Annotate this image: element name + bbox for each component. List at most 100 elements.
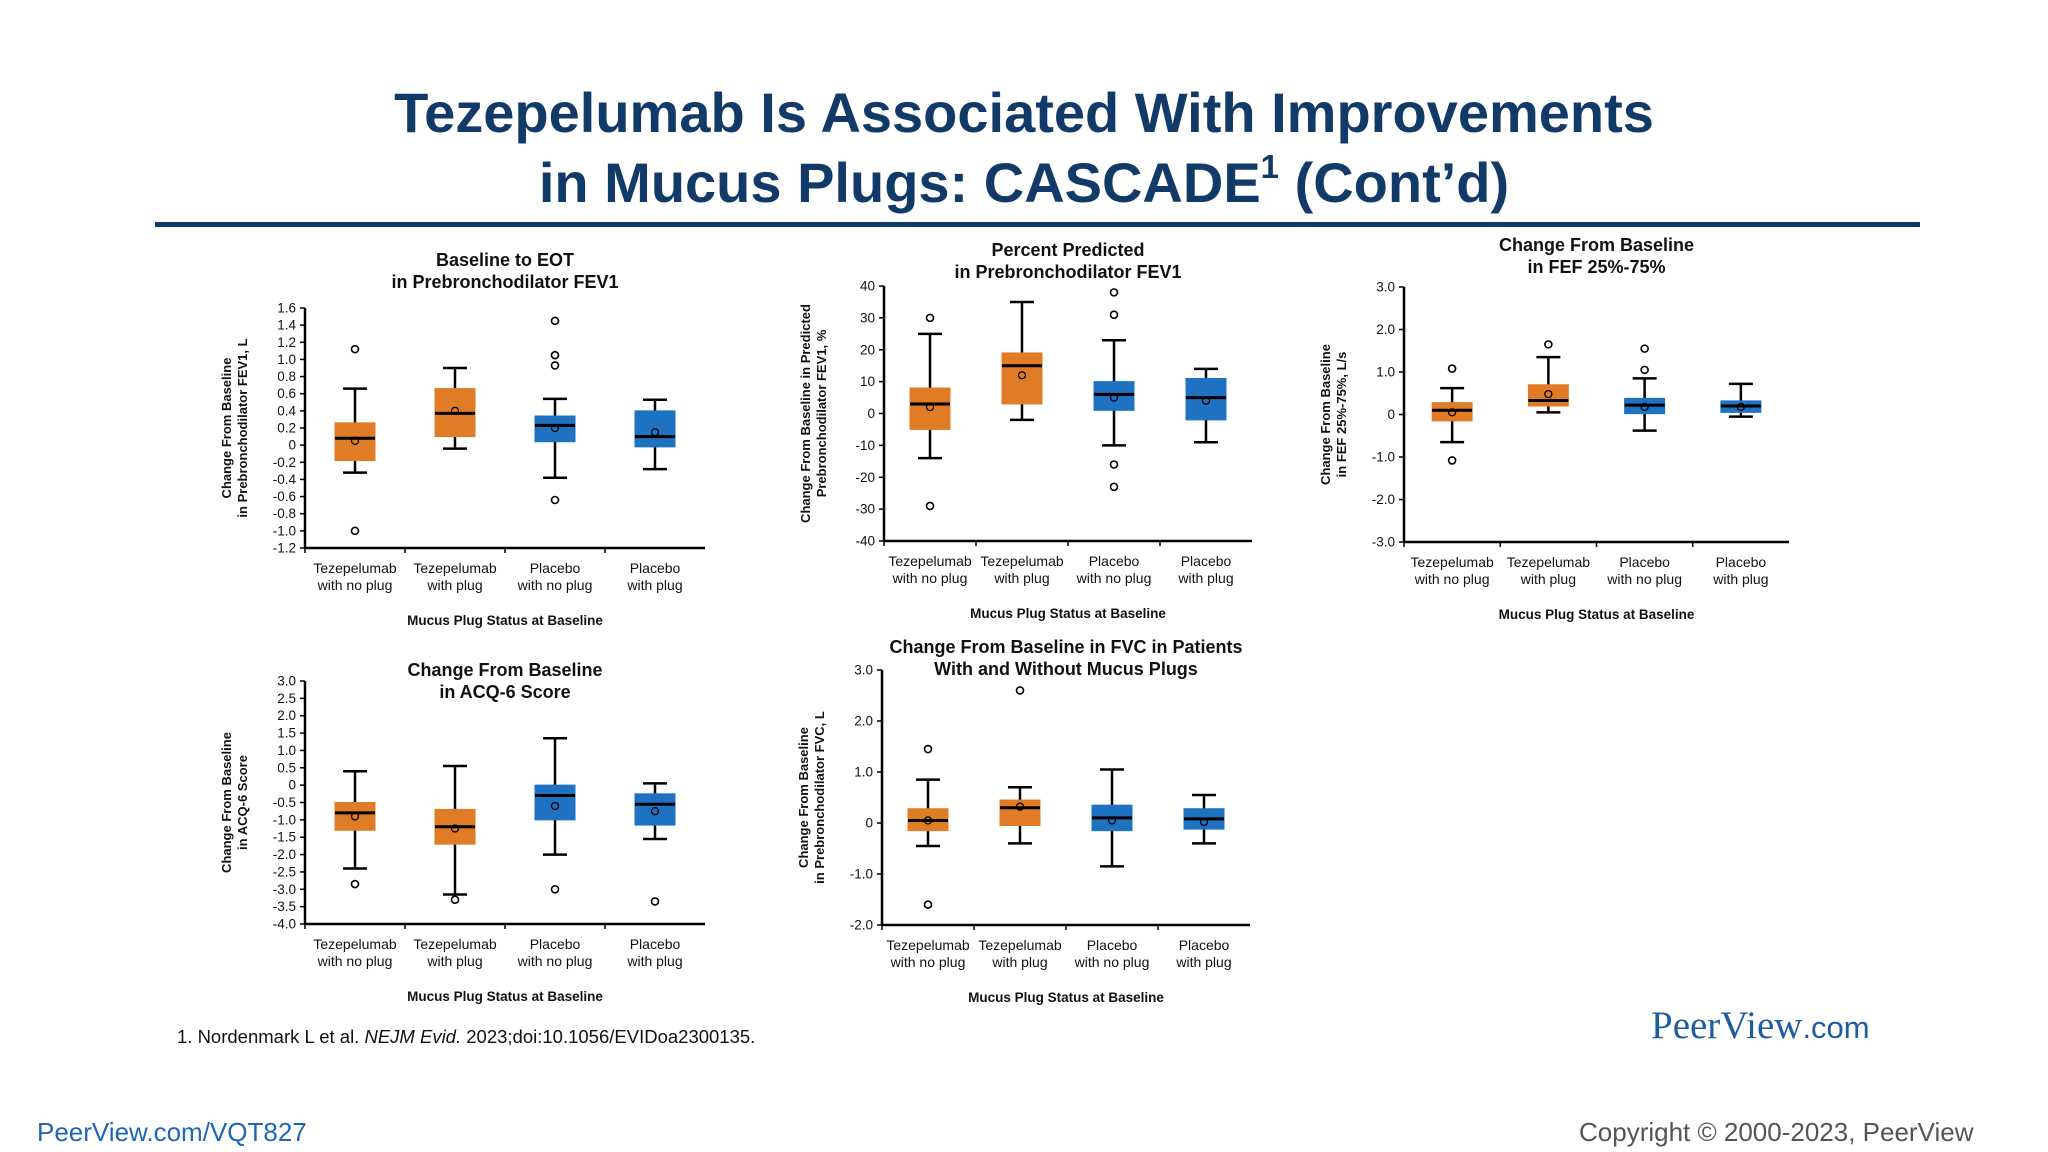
- x-category-label: Tezepelumab: [978, 937, 1061, 953]
- y-axis-label: Change From Baseline in Predicted: [798, 304, 813, 523]
- activity-url-link[interactable]: PeerView.com/VQT827: [37, 1117, 307, 1147]
- x-category-label: Placebo: [1181, 553, 1232, 569]
- chart-title-line: Baseline to EOT: [436, 250, 574, 270]
- outlier-point: [450, 895, 460, 904]
- y-tick-label: -1.0: [850, 867, 873, 882]
- box-tezepelumab: [334, 344, 376, 536]
- mean-marker: [1017, 371, 1027, 380]
- iqr-box: [909, 387, 951, 430]
- x-category-label: Tezepelumab: [313, 560, 396, 576]
- slide-title-line-1: Tezepelumab Is Associated With Improveme…: [394, 81, 1654, 144]
- mean-marker: [1109, 393, 1119, 402]
- y-tick-label: -3.0: [273, 882, 296, 897]
- box-tezepelumab: [334, 770, 376, 889]
- outlier-point: [550, 361, 560, 370]
- x-axis-label: Mucus Plug Status at Baseline: [407, 989, 603, 1004]
- chart-title-line: in Prebronchodilator FEV1: [391, 272, 618, 292]
- y-axis-label: in Prebronchodilator FEV1, L: [235, 338, 250, 517]
- y-tick-label: -0.2: [273, 455, 296, 470]
- outlier-point: [350, 879, 360, 889]
- title-divider: [155, 222, 1920, 227]
- x-category-label: Tezepelumab: [1507, 554, 1590, 570]
- y-tick-label: -20: [855, 470, 875, 485]
- y-axis-label: in ACQ-6 Score: [235, 755, 250, 850]
- outlier-point: [925, 501, 935, 511]
- iqr-box: [634, 793, 676, 826]
- chart-title-line: Percent Predicted: [991, 240, 1144, 260]
- x-category-label: Tezepelumab: [888, 553, 971, 569]
- y-tick-label: 0.4: [277, 403, 296, 418]
- x-category-label: with plug: [1520, 571, 1576, 587]
- x-category-label: with no plug: [892, 570, 968, 586]
- y-axis-label: in FEF 25%-75%, L/s: [1334, 352, 1349, 478]
- y-tick-label: 0: [1387, 407, 1395, 422]
- y-tick-label: -3.5: [273, 899, 296, 914]
- y-tick-label: 40: [860, 279, 875, 294]
- box-tezepelumab: [909, 313, 951, 511]
- y-tick-label: -40: [855, 534, 875, 549]
- slide-title-line-2-text: in Mucus Plugs: CASCADE: [538, 151, 1261, 214]
- y-tick-label: 0.8: [277, 369, 296, 384]
- y-tick-label: 1.2: [277, 335, 296, 350]
- box-placebo: [1091, 768, 1133, 868]
- footnote-doi: 2023;doi:10.1056/EVIDoa2300135.: [461, 1026, 756, 1047]
- x-category-label: with no plug: [517, 953, 593, 969]
- x-category-label: Placebo: [630, 560, 681, 576]
- y-tick-label: 1.0: [1376, 365, 1395, 380]
- chart-title-line: Change From Baseline: [1499, 235, 1694, 255]
- mean-marker: [1640, 402, 1649, 412]
- x-category-label: Placebo: [530, 936, 581, 952]
- mean-marker: [550, 423, 560, 433]
- y-tick-label: 2.0: [1376, 322, 1395, 337]
- outlier-point: [650, 897, 660, 906]
- outlier-point: [1015, 686, 1025, 695]
- chart-fvc-change: Change From Baseline in FVC in PatientsW…: [796, 637, 1250, 1005]
- y-tick-label: 0.6: [277, 386, 296, 401]
- x-category-label: Tezepelumab: [413, 560, 496, 576]
- copyright-notice: Copyright © 2000-2023, PeerView: [1579, 1117, 1974, 1147]
- x-category-label: with plug: [993, 570, 1049, 586]
- x-axis-label: Mucus Plug Status at Baseline: [407, 613, 603, 628]
- footnote-journal: NEJM Evid.: [364, 1026, 462, 1047]
- box-placebo: [1624, 344, 1666, 432]
- y-tick-label: 1.4: [277, 318, 296, 333]
- mean-marker: [1199, 817, 1209, 827]
- y-tick-label: 1.0: [277, 743, 296, 758]
- box-placebo: [634, 782, 676, 906]
- y-tick-label: -1.0: [273, 812, 296, 827]
- outlier-point: [923, 744, 933, 754]
- mean-marker: [450, 824, 460, 833]
- y-tick-label: 2.5: [277, 691, 296, 706]
- x-category-label: Placebo: [1087, 937, 1138, 953]
- mean-marker: [1447, 408, 1457, 417]
- x-category-label: Placebo: [1089, 553, 1140, 569]
- mean-marker: [1201, 396, 1211, 405]
- y-tick-label: 0: [288, 438, 296, 453]
- x-category-label: Placebo: [1619, 554, 1670, 570]
- mean-marker: [350, 812, 360, 821]
- box-placebo: [534, 737, 576, 894]
- x-category-label: with plug: [626, 953, 682, 969]
- y-tick-label: 30: [860, 310, 875, 325]
- box-tezepelumab: [1431, 364, 1473, 465]
- x-category-label: with no plug: [1414, 571, 1490, 587]
- box-placebo: [534, 316, 576, 505]
- y-tick-label: -1.0: [1372, 450, 1395, 465]
- x-category-label: with plug: [1177, 570, 1233, 586]
- x-category-label: with no plug: [890, 954, 966, 970]
- x-category-label: with no plug: [517, 577, 593, 593]
- mean-marker: [650, 428, 660, 437]
- y-tick-label: 1.6: [277, 301, 296, 316]
- mean-marker: [550, 801, 560, 811]
- x-category-label: with no plug: [1606, 571, 1682, 587]
- mean-marker: [1015, 802, 1025, 811]
- y-tick-label: 3.0: [277, 674, 296, 689]
- iqr-box: [334, 802, 376, 831]
- y-tick-label: 2.0: [277, 708, 296, 723]
- box-tezepelumab: [907, 744, 949, 909]
- y-tick-label: 2.0: [854, 714, 873, 729]
- outlier-point: [1109, 310, 1119, 319]
